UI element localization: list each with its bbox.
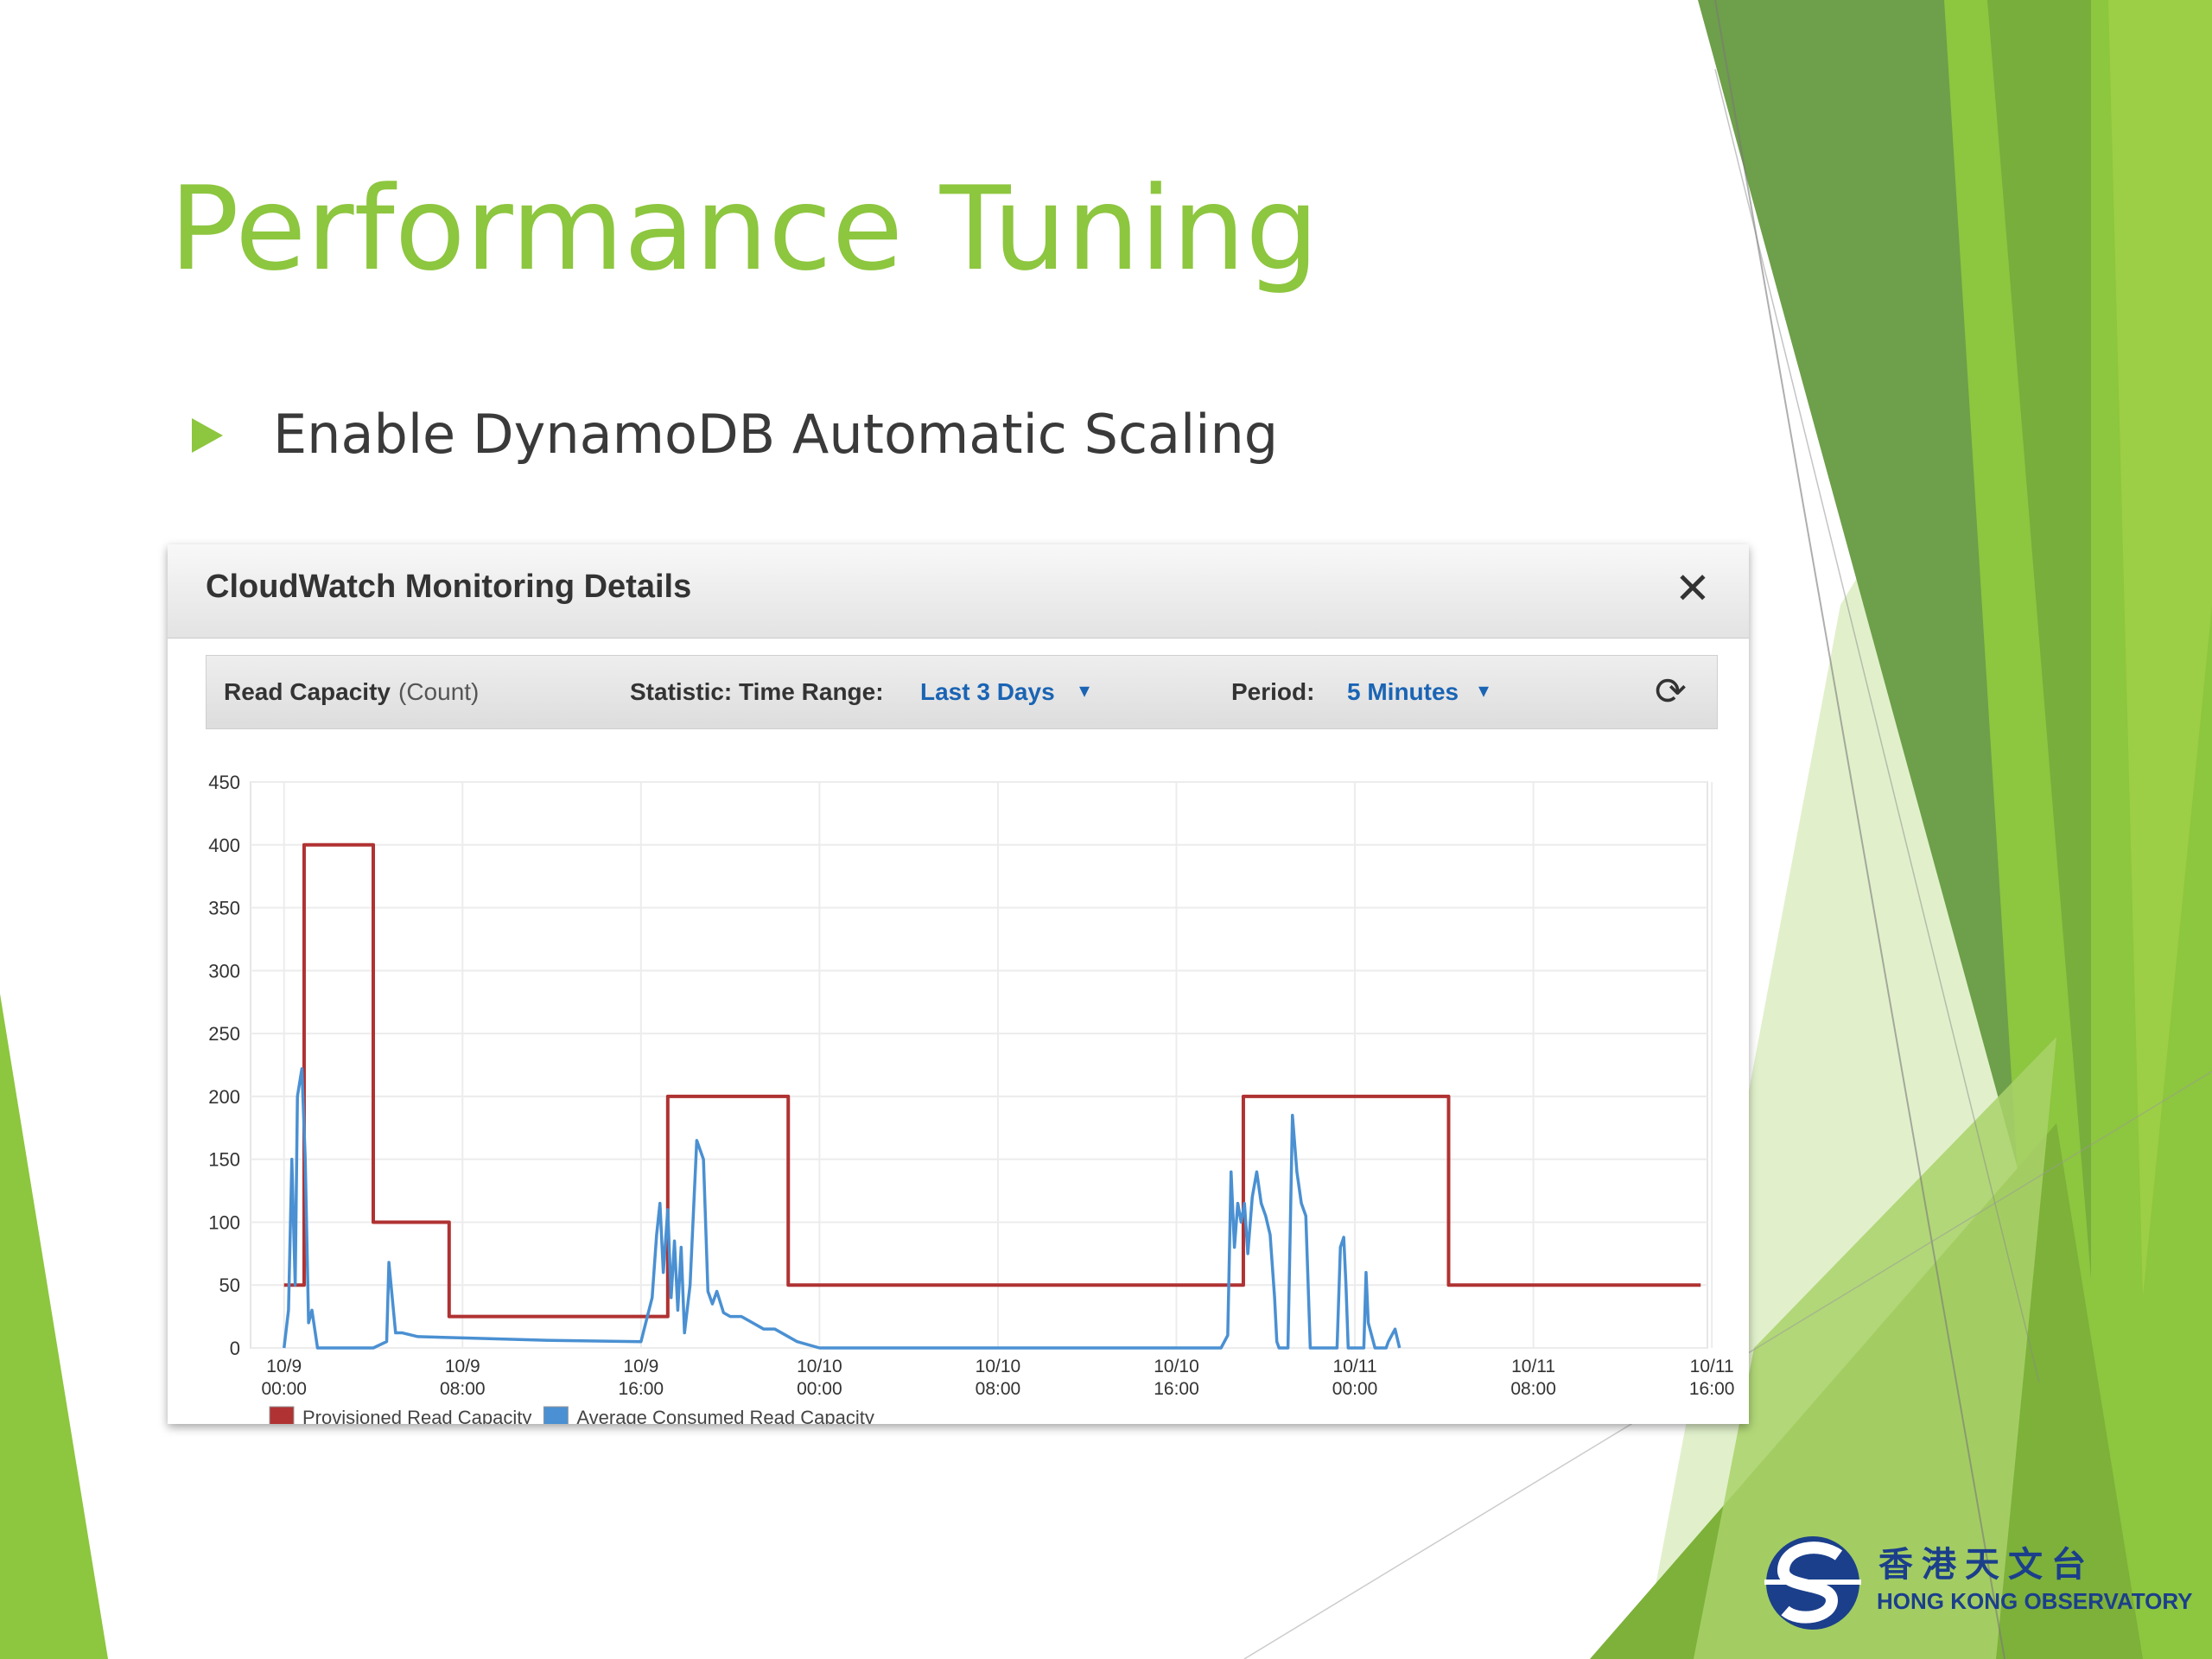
y-tick-label: 450 <box>208 772 240 793</box>
legend-swatch <box>269 1406 295 1424</box>
series-line-consumed <box>282 1067 1402 1350</box>
x-tick-label: 16:00 <box>619 1379 664 1399</box>
read-capacity-chart: 0 50 100 150 200 250 300 350 400 450 10/9 00:00 10/9… <box>208 772 1735 1424</box>
panel-header: CloudWatch Monitoring Details ✕ <box>168 544 1749 639</box>
x-tick-label: 10/10 <box>797 1357 842 1376</box>
panel-title: CloudWatch Monitoring Details <box>206 569 692 605</box>
time-range-dropdown[interactable]: Last 3 Days <box>920 678 1055 705</box>
x-tick-label: 00:00 <box>797 1379 842 1399</box>
legend-swatch <box>543 1406 569 1424</box>
x-tick-label: 08:00 <box>440 1379 486 1399</box>
metric-label: Read Capacity <box>224 678 391 705</box>
bullet-arrow-icon <box>192 418 223 453</box>
x-tick-label: 10/10 <box>976 1357 1021 1376</box>
x-tick-label: 00:00 <box>261 1379 307 1399</box>
x-tick-label: 10/11 <box>1690 1357 1734 1376</box>
y-tick-label: 300 <box>208 960 240 982</box>
x-tick-label: 10/9 <box>445 1357 480 1376</box>
deco-thin-line <box>1714 0 2005 1659</box>
metric-toolbar: Read Capacity (Count) Statistic: Time Ra… <box>206 655 1718 729</box>
statistic-label: Statistic: Time Range: <box>630 678 884 705</box>
x-tick-label: 10/10 <box>1154 1357 1199 1376</box>
x-tick-label: 16:00 <box>1154 1379 1199 1399</box>
deco-left-green-sliver <box>0 994 108 1659</box>
legend-label: Provisioned Read Capacity <box>302 1407 531 1424</box>
x-tick-label: 10/9 <box>623 1357 658 1376</box>
x-tick-label: 10/11 <box>1511 1357 1555 1376</box>
hko-logo: 香港天文台 HONG KONG OBSERVATORY <box>1759 1535 2209 1638</box>
y-tick-label: 0 <box>230 1338 240 1359</box>
x-tick-label: 08:00 <box>1510 1379 1556 1399</box>
bullet-item: Enable DynamoDB Automatic Scaling <box>192 404 1315 465</box>
deco-bottom-light <box>1694 1037 2056 1659</box>
y-tick-label: 200 <box>208 1086 240 1108</box>
y-tick-label: 250 <box>208 1023 240 1045</box>
cloudwatch-panel: CloudWatch Monitoring Details ✕ Read Cap… <box>168 544 1749 1424</box>
deco-thin-line <box>1714 68 2040 1383</box>
y-tick-label: 400 <box>208 835 240 856</box>
x-tick-label: 16:00 <box>1689 1379 1735 1399</box>
period-label: Period: <box>1231 678 1315 705</box>
x-tick-label: 10/9 <box>266 1357 302 1376</box>
x-tick-label: 08:00 <box>976 1379 1021 1399</box>
y-tick-label: 350 <box>208 898 240 919</box>
y-tick-label: 150 <box>208 1149 240 1171</box>
plot-area <box>250 781 1708 1349</box>
period-dropdown[interactable]: 5 Minutes <box>1347 678 1459 705</box>
deco-olive-stripe <box>1987 0 2091 1279</box>
hko-emblem-icon <box>1764 1536 1861 1630</box>
legend-label: Average Consumed Read Capacity <box>576 1407 874 1424</box>
chevron-down-icon[interactable]: ▾ <box>1478 679 1490 702</box>
deco-dark-green-stripe <box>1698 0 2048 1279</box>
bullet-text: Enable DynamoDB Automatic Scaling <box>273 403 1279 466</box>
series-line-provisioned <box>283 842 1701 1319</box>
x-tick-label: 00:00 <box>1332 1379 1378 1399</box>
y-tick-label: 50 <box>219 1274 240 1296</box>
slide-title: Performance Tuning <box>169 162 1319 296</box>
metric-unit: (Count) <box>398 678 480 705</box>
deco-lime-stripe <box>2108 0 2212 1296</box>
logo-chinese-name: 香港天文台 <box>1878 1545 2094 1585</box>
x-tick-label: 10/11 <box>1333 1357 1377 1376</box>
chevron-down-icon[interactable]: ▾ <box>1079 679 1090 702</box>
y-tick-label: 100 <box>208 1211 240 1233</box>
refresh-icon[interactable]: ⟳ <box>1655 671 1687 713</box>
close-icon[interactable]: ✕ <box>1675 563 1711 613</box>
logo-english-name: HONG KONG OBSERVATORY <box>1877 1588 2193 1614</box>
